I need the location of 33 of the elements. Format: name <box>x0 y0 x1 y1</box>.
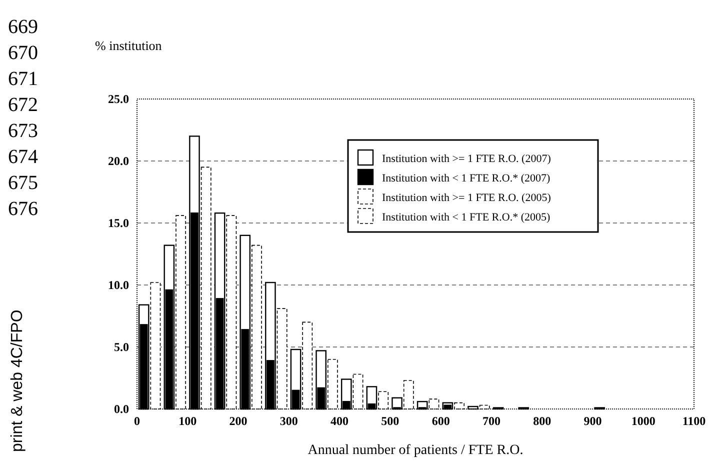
y-tick-label: 0.0 <box>114 402 129 416</box>
y-tick-label: 25.0 <box>108 92 129 106</box>
x-axis-title: Annual number of patients / FTE R.O. <box>308 443 524 458</box>
x-tick-label: 1100 <box>682 414 706 428</box>
x-tick-label: 1000 <box>631 414 656 428</box>
x-tick-label: 800 <box>533 414 552 428</box>
y-tick-label: 15.0 <box>108 216 129 230</box>
x-tick-label: 400 <box>330 414 349 428</box>
y-tick-label: 20.0 <box>108 154 129 168</box>
x-tick-label: 700 <box>482 414 500 428</box>
y-tick-label: 10.0 <box>108 278 129 292</box>
x-tick-label: 500 <box>381 414 400 428</box>
text: 673 <box>8 120 38 142</box>
x-tick-label: 200 <box>229 414 248 428</box>
text: 669 <box>8 16 38 38</box>
x-tick-label: 100 <box>178 414 197 428</box>
legend-label: Institution with < 1 FTE R.O.* (2005) <box>382 212 550 224</box>
text: 672 <box>8 94 38 116</box>
text: 674 <box>8 146 38 168</box>
text: 676 <box>8 198 38 220</box>
text: 670 <box>8 42 38 64</box>
text: 671 <box>8 68 38 90</box>
text: 675 <box>8 172 38 194</box>
text: print & web 4C/FPO <box>9 310 26 452</box>
legend-label: Institution with >= 1 FTE R.O. (2007) <box>382 153 552 165</box>
x-tick-label: 0 <box>134 414 140 428</box>
x-tick-label: 300 <box>280 414 298 428</box>
y-axis-title: % institution <box>95 38 162 53</box>
x-tick-label: 600 <box>432 414 450 428</box>
legend-label: Institution with < 1 FTE R.O.* (2007) <box>382 172 550 184</box>
y-tick-label: 5.0 <box>114 340 129 354</box>
legend-label: Institution with >= 1 FTE R.O. (2005) <box>382 192 552 204</box>
x-tick-label: 900 <box>584 414 602 428</box>
